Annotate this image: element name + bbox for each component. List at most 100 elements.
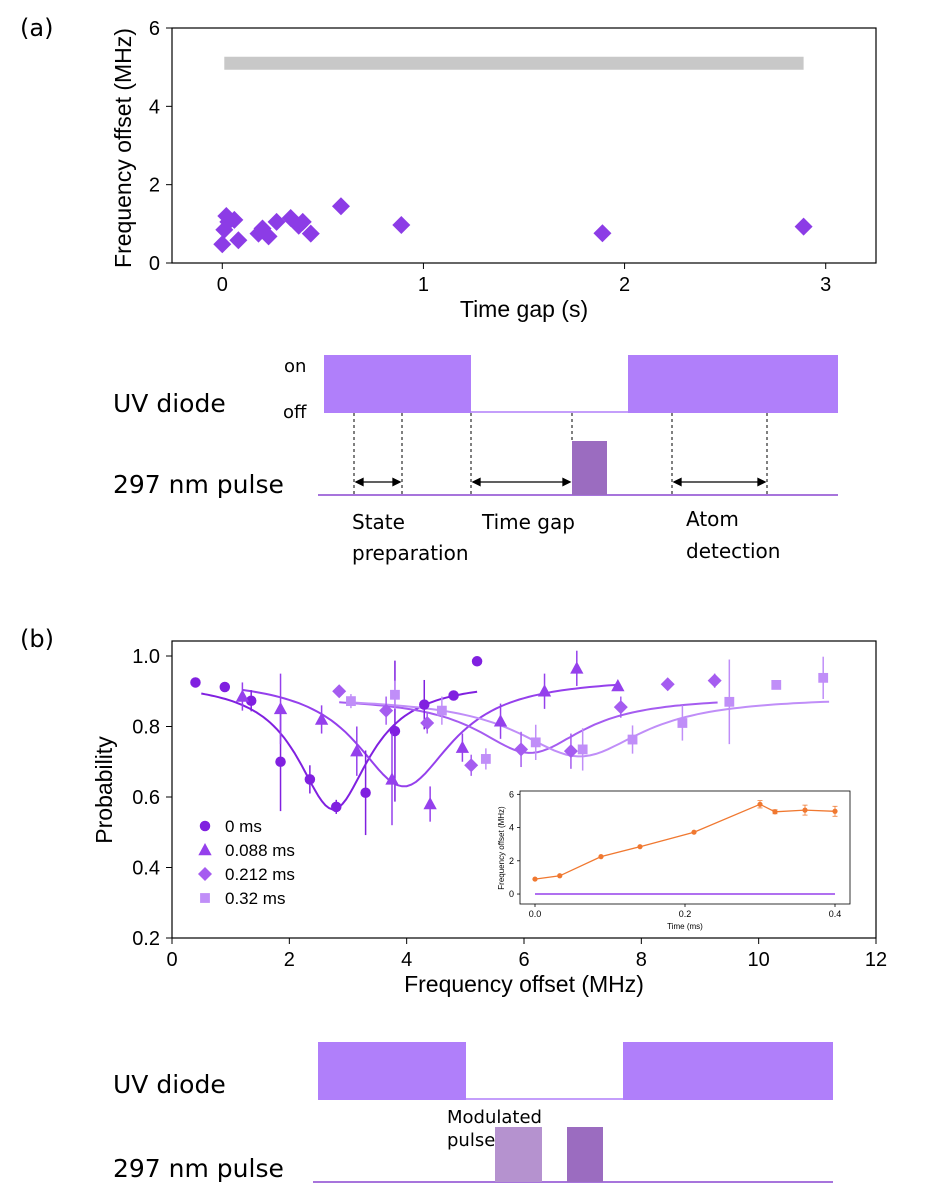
chart-b-point	[360, 787, 371, 799]
chart-a-point	[229, 231, 248, 250]
chart-b-point	[332, 684, 347, 699]
chart-a-ytick-label: 0	[149, 253, 160, 275]
chart-b-point	[235, 689, 250, 702]
inset-ytick-label: 6	[509, 789, 514, 799]
inset-ytick-label: 4	[509, 823, 514, 833]
diagram-a-pulse-block	[572, 441, 607, 495]
chart-b-fit-curve	[242, 683, 618, 788]
chart-b: 0 2 4 6 8 10 12 0.2 0.4 0.6 0.8 1.0 0 ms 0.088 ms 0.2…	[91, 640, 887, 997]
diagram-b-modulated-1: Modulated	[447, 1107, 542, 1128]
chart-b-point	[577, 744, 588, 755]
diagram-a-pulse-label: 297 nm pulse	[113, 470, 284, 499]
chart-b-point	[677, 718, 688, 728]
chart-b-xtick-label: 6	[518, 949, 529, 971]
chart-a-ylabel: Frequency offset (MHz)	[110, 28, 136, 268]
chart-b-xtick-label: 10	[748, 949, 770, 971]
chart-b-point	[219, 681, 231, 693]
chart-a-point	[331, 197, 350, 216]
chart-b-point	[537, 684, 552, 697]
chart-b-point	[350, 744, 364, 757]
inset-point	[532, 876, 538, 882]
inset-point	[802, 807, 808, 813]
chart-b-point	[390, 689, 400, 700]
inset-xtick-label: 0.2	[679, 909, 692, 919]
chart-b-point	[245, 695, 257, 707]
chart-b-point	[530, 737, 541, 748]
timing-diagram-b: UV diode 297 nm pulse Modulated pulse	[113, 1042, 833, 1183]
chart-b-ytick-label: 1.0	[132, 646, 160, 668]
chart-a-point	[392, 216, 411, 235]
inset-point	[832, 808, 838, 814]
legend-label: 0.212 ms	[225, 865, 295, 884]
diagram-a-atom-det-1: Atom	[686, 507, 739, 531]
diagram-a-off-label: off	[283, 402, 307, 423]
panel-a-label: (a)	[20, 14, 53, 42]
chart-b-point	[493, 714, 508, 727]
chart-b-point	[613, 700, 628, 715]
chart-b-point	[707, 673, 722, 688]
chart-b-point	[627, 734, 638, 745]
chart-a-point	[593, 224, 612, 243]
inset-point	[772, 809, 778, 815]
chart-a-point	[213, 235, 232, 254]
inset-point	[637, 844, 643, 850]
diagram-a-uv-block-1	[324, 355, 471, 413]
inset-ytick-label: 0	[509, 889, 514, 899]
chart-a-xlabel: Time gap (s)	[460, 296, 588, 322]
chart-b-point	[660, 677, 675, 692]
inset-point	[757, 801, 763, 807]
chart-b-point	[420, 715, 435, 730]
inset-point	[598, 854, 604, 860]
chart-b-point	[480, 754, 491, 764]
diagram-a-on-label: on	[284, 356, 306, 377]
chart-a: 0 1 2 3 0 2 4 6 Time gap (s) Frequency offset (…	[110, 18, 877, 322]
diagram-a-state-prep-2: preparation	[352, 541, 469, 565]
diagram-a-uv-label: UV diode	[113, 389, 226, 418]
inset-xtick-label: 0.4	[829, 909, 842, 919]
legend-label: 0.088 ms	[225, 841, 295, 860]
chart-b-point	[563, 744, 578, 759]
chart-a-point	[301, 224, 320, 243]
diagram-b-modulated-pulse-block	[495, 1127, 542, 1182]
chart-a-ytick-label: 4	[149, 96, 160, 118]
diagram-a-time-gap-label: Time gap	[481, 510, 575, 534]
chart-b-point	[771, 680, 782, 690]
chart-b-point	[379, 703, 394, 718]
inset-point	[691, 829, 697, 835]
diagram-b-pulse-label: 297 nm pulse	[113, 1154, 284, 1183]
inset-background	[483, 787, 853, 911]
diagram-b-uv-block-1	[318, 1042, 466, 1100]
chart-b-point	[304, 774, 316, 785]
chart-b-ytick-label: 0.2	[132, 928, 160, 950]
diagram-b-pulse-block	[567, 1127, 603, 1182]
chart-a-point	[794, 217, 813, 236]
chart-a-frame	[171, 27, 877, 264]
chart-b-xtick-label: 4	[401, 949, 412, 971]
chart-a-xtick-label: 1	[418, 274, 429, 296]
chart-a-point	[225, 210, 244, 229]
legend-marker	[198, 867, 212, 881]
legend-label: 0.32 ms	[225, 889, 285, 908]
chart-b-xtick-label: 0	[166, 949, 177, 971]
diagram-a-uv-block-2	[628, 355, 838, 413]
chart-b-point	[455, 740, 470, 753]
chart-b-point	[331, 801, 342, 813]
inset-ylabel: Frequency offset (MHz)	[497, 806, 506, 890]
chart-a-xtick-label: 0	[217, 274, 228, 296]
chart-b-point	[273, 701, 288, 715]
chart-b-point	[275, 756, 286, 767]
chart-a-xtick-label: 3	[820, 274, 831, 296]
chart-b-point	[385, 772, 399, 785]
chart-b-point	[346, 696, 356, 707]
chart-b-xtick-label: 2	[284, 949, 295, 971]
chart-b-xtick-label: 12	[865, 949, 887, 971]
inset-point	[557, 873, 563, 879]
chart-b-point	[818, 672, 829, 683]
chart-b-point	[724, 696, 735, 707]
legend-marker	[198, 843, 212, 856]
chart-b-inset: 0.0 0.2 0.4 0 2 4 6 Time (ms) Frequency offset…	[483, 787, 853, 931]
chart-b-point	[464, 758, 479, 773]
chart-b-ytick-label: 0.6	[132, 787, 160, 809]
chart-a-point	[259, 227, 278, 246]
